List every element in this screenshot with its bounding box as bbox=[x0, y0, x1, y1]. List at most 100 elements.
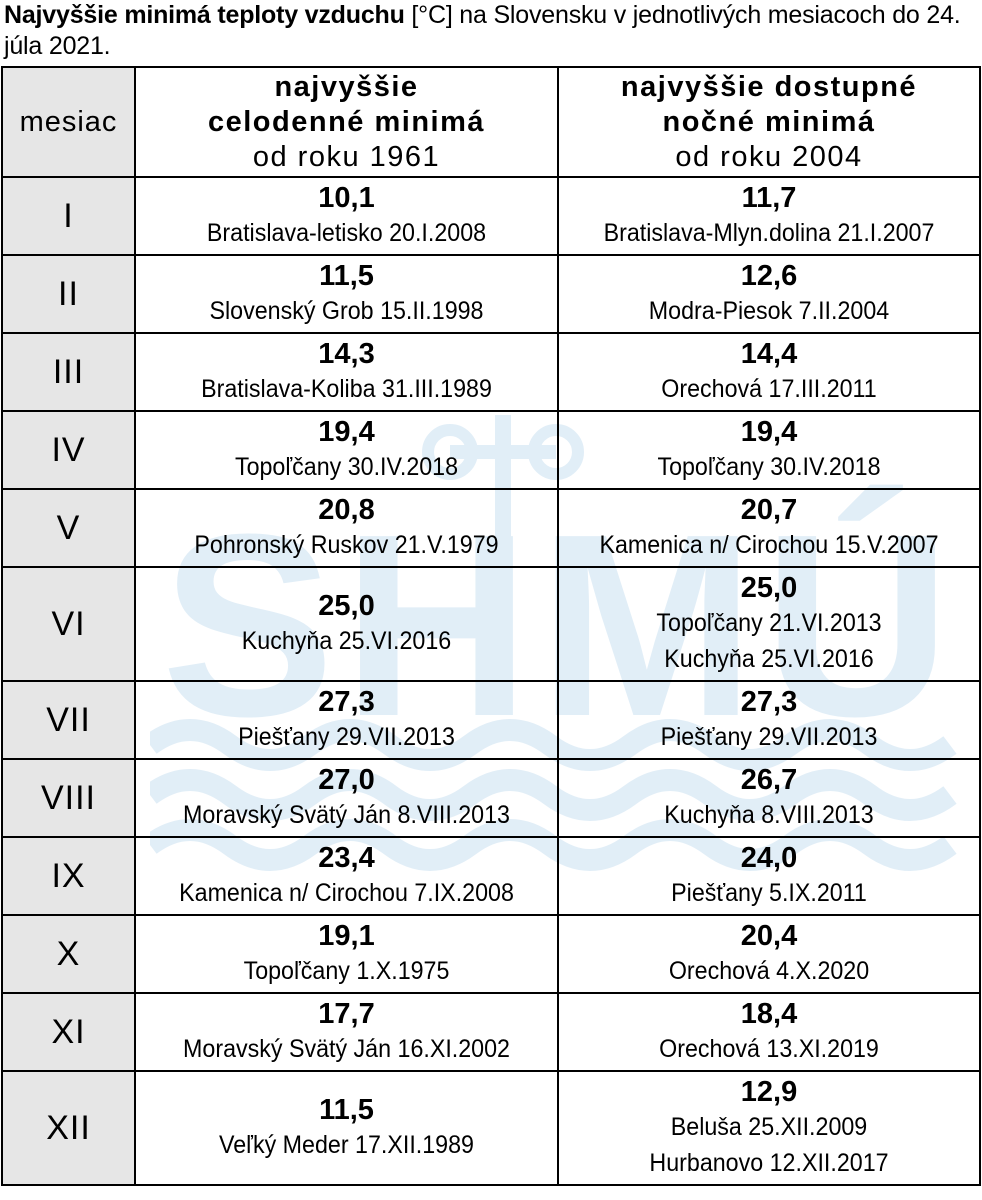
station-date: Veľký Meder 17.XII.1989 bbox=[219, 1131, 474, 1159]
table-row: V 20,8 Pohronský Ruskov 21.V.1979 20,7 Kamen… bbox=[1, 488, 981, 568]
temperature-value: 25,0 bbox=[740, 572, 798, 604]
header-night-minima: najvyššie dostupné nočné minimá od roku … bbox=[557, 66, 981, 178]
daily-minimum-cell: 14,3 Bratislava-Koliba 31.III.1989 bbox=[134, 332, 559, 412]
daily-minimum-cell: 20,8 Pohronský Ruskov 21.V.1979 bbox=[134, 488, 559, 568]
temperature-value: 25,0 bbox=[318, 590, 375, 622]
temperature-records-table: mesiac najvyššie celodenné minimá od rok… bbox=[1, 66, 981, 1186]
night-minimum-cell: 26,7 Kuchyňa 8.VIII.2013 bbox=[557, 758, 981, 838]
station-date: Hurbanovo 12.XII.2017 bbox=[649, 1149, 889, 1177]
title-rest: [°C] na Slovensku v jednotlivých mesiaco… bbox=[4, 1, 961, 60]
night-minimum-cell: 12,6 Modra-Piesok 7.II.2004 bbox=[557, 254, 981, 334]
month-cell: IV bbox=[1, 410, 136, 490]
table-row: II 11,5 Slovenský Grob 15.II.1998 12,6 Modra… bbox=[1, 254, 981, 334]
station-date: Topoľčany 21.VI.2013 bbox=[656, 609, 882, 637]
month-cell: I bbox=[1, 176, 136, 256]
header-a-line3: od roku 1961 bbox=[252, 140, 441, 173]
daily-minimum-cell: 17,7 Moravský Svätý Ján 16.XI.2002 bbox=[134, 992, 559, 1072]
temperature-value: 11,5 bbox=[319, 260, 374, 292]
station-date: Kuchyňa 25.VI.2016 bbox=[664, 645, 874, 673]
temperature-value: 19,4 bbox=[318, 416, 375, 448]
temperature-value: 26,7 bbox=[740, 764, 798, 796]
header-b-line3: od roku 2004 bbox=[675, 140, 863, 173]
temperature-value: 18,4 bbox=[740, 998, 798, 1030]
daily-minimum-cell: 23,4 Kamenica n/ Cirochou 7.IX.2008 bbox=[134, 836, 559, 916]
station-date: Orechová 4.X.2020 bbox=[668, 957, 870, 985]
month-cell: VII bbox=[1, 680, 136, 760]
station-date: Kamenica n/ Cirochou 15.V.2007 bbox=[599, 531, 939, 559]
daily-minimum-cell: 11,5 Slovenský Grob 15.II.1998 bbox=[134, 254, 559, 334]
table-row: XI 17,7 Moravský Svätý Ján 16.XI.2002 18,4 O… bbox=[1, 992, 981, 1072]
header-b-line2: nočné minimá bbox=[662, 105, 876, 138]
month-cell: VIII bbox=[1, 758, 136, 838]
temperature-value: 23,4 bbox=[318, 842, 375, 874]
daily-minimum-cell: 27,0 Moravský Svätý Ján 8.VIII.2013 bbox=[134, 758, 559, 838]
station-date: Bratislava-Mlyn.dolina 21.I.2007 bbox=[603, 219, 935, 247]
night-minimum-cell: 24,0 Piešťany 5.IX.2011 bbox=[557, 836, 981, 916]
station-date: Topoľčany 30.IV.2018 bbox=[234, 453, 459, 481]
station-date: Pohronský Ruskov 21.V.1979 bbox=[194, 531, 499, 559]
night-minimum-cell: 20,7 Kamenica n/ Cirochou 15.V.2007 bbox=[557, 488, 981, 568]
night-minimum-cell: 19,4 Topoľčany 30.IV.2018 bbox=[557, 410, 981, 490]
station-date: Kuchyňa 25.VI.2016 bbox=[241, 627, 452, 655]
daily-minimum-cell: 10,1 Bratislava-letisko 20.I.2008 bbox=[134, 176, 559, 256]
temperature-value: 14,3 bbox=[318, 338, 375, 370]
night-minimum-cell: 12,9 Beluša 25.XII.2009 Hurbanovo 12.XII.2… bbox=[557, 1070, 981, 1186]
night-minimum-cell: 27,3 Piešťany 29.VII.2013 bbox=[557, 680, 981, 760]
station-date: Modra-Piesok 7.II.2004 bbox=[648, 297, 890, 325]
month-cell: XII bbox=[1, 1070, 136, 1186]
temperature-value: 20,8 bbox=[318, 494, 375, 526]
night-minimum-cell: 25,0 Topoľčany 21.VI.2013 Kuchyňa 25.VI.20… bbox=[557, 566, 981, 682]
header-month: mesiac bbox=[1, 66, 136, 178]
table-row: VII 27,3 Piešťany 29.VII.2013 27,3 Piešťany … bbox=[1, 680, 981, 760]
temperature-value: 14,4 bbox=[740, 338, 798, 370]
temperature-value: 27,3 bbox=[740, 686, 798, 718]
daily-minimum-cell: 25,0 Kuchyňa 25.VI.2016 bbox=[134, 566, 559, 682]
temperature-value: 24,0 bbox=[740, 842, 798, 874]
station-date: Piešťany 29.VII.2013 bbox=[660, 723, 878, 751]
table-row: VI 25,0 Kuchyňa 25.VI.2016 25,0 Topoľčany 21… bbox=[1, 566, 981, 682]
month-cell: X bbox=[1, 914, 136, 994]
station-date: Orechová 13.XI.2019 bbox=[659, 1035, 879, 1063]
header-a-line2: celodenné minimá bbox=[207, 105, 485, 138]
station-date: Moravský Svätý Ján 16.XI.2002 bbox=[183, 1035, 510, 1063]
night-minimum-cell: 14,4 Orechová 17.III.2011 bbox=[557, 332, 981, 412]
header-daily-minima: najvyššie celodenné minimá od roku 1961 bbox=[134, 66, 559, 178]
table-row: III 14,3 Bratislava-Koliba 31.III.1989 14,4… bbox=[1, 332, 981, 412]
month-cell: III bbox=[1, 332, 136, 412]
table-row: IX 23,4 Kamenica n/ Cirochou 7.IX.2008 24,0… bbox=[1, 836, 981, 916]
table-row: I 10,1 Bratislava-letisko 20.I.2008 11,7 Bra… bbox=[1, 176, 981, 256]
temperature-value: 20,4 bbox=[740, 920, 798, 952]
temperature-value: 27,3 bbox=[318, 686, 375, 718]
table-row: X 19,1 Topoľčany 1.X.1975 20,4 Orechová 4.X.… bbox=[1, 914, 981, 994]
station-date: Topoľčany 30.IV.2018 bbox=[657, 453, 881, 481]
station-date: Moravský Svätý Ján 8.VIII.2013 bbox=[183, 801, 510, 829]
daily-minimum-cell: 11,5 Veľký Meder 17.XII.1989 bbox=[134, 1070, 559, 1186]
temperature-value: 11,5 bbox=[319, 1094, 374, 1126]
night-minimum-cell: 18,4 Orechová 13.XI.2019 bbox=[557, 992, 981, 1072]
night-minimum-cell: 11,7 Bratislava-Mlyn.dolina 21.I.2007 bbox=[557, 176, 981, 256]
document-title: Najvyššie minimá teploty vzduchu [°C] na… bbox=[4, 0, 976, 62]
temperature-value: 10,1 bbox=[318, 182, 375, 214]
title-bold: Najvyššie minimá teploty vzduchu bbox=[4, 1, 405, 29]
temperature-value: 27,0 bbox=[318, 764, 375, 796]
table-row: IV 19,4 Topoľčany 30.IV.2018 19,4 Topoľčany … bbox=[1, 410, 981, 490]
table-row: XII 11,5 Veľký Meder 17.XII.1989 12,9 Beluša… bbox=[1, 1070, 981, 1186]
table-row: VIII 27,0 Moravský Svätý Ján 8.VIII.2013 26… bbox=[1, 758, 981, 838]
temperature-value: 19,4 bbox=[740, 416, 798, 448]
temperature-value: 11,7 bbox=[741, 182, 797, 214]
station-date: Bratislava-Koliba 31.III.1989 bbox=[201, 375, 492, 403]
month-cell: II bbox=[1, 254, 136, 334]
station-date: Orechová 17.III.2011 bbox=[661, 375, 877, 403]
header-b-line1: najvyššie dostupné bbox=[620, 70, 918, 103]
daily-minimum-cell: 19,4 Topoľčany 30.IV.2018 bbox=[134, 410, 559, 490]
daily-minimum-cell: 19,1 Topoľčany 1.X.1975 bbox=[134, 914, 559, 994]
header-a-line1: najvyššie bbox=[274, 70, 419, 103]
temperature-value: 20,7 bbox=[740, 494, 798, 526]
month-cell: XI bbox=[1, 992, 136, 1072]
month-cell: VI bbox=[1, 566, 136, 682]
daily-minimum-cell: 27,3 Piešťany 29.VII.2013 bbox=[134, 680, 559, 760]
station-date: Kuchyňa 8.VIII.2013 bbox=[664, 801, 874, 829]
temperature-value: 12,9 bbox=[740, 1076, 798, 1108]
station-date: Bratislava-letisko 20.I.2008 bbox=[206, 219, 487, 247]
month-cell: V bbox=[1, 488, 136, 568]
